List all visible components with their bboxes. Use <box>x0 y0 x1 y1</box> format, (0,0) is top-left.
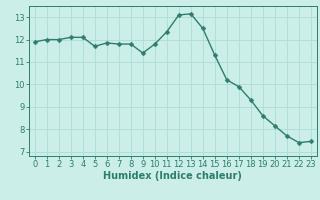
X-axis label: Humidex (Indice chaleur): Humidex (Indice chaleur) <box>103 171 242 181</box>
